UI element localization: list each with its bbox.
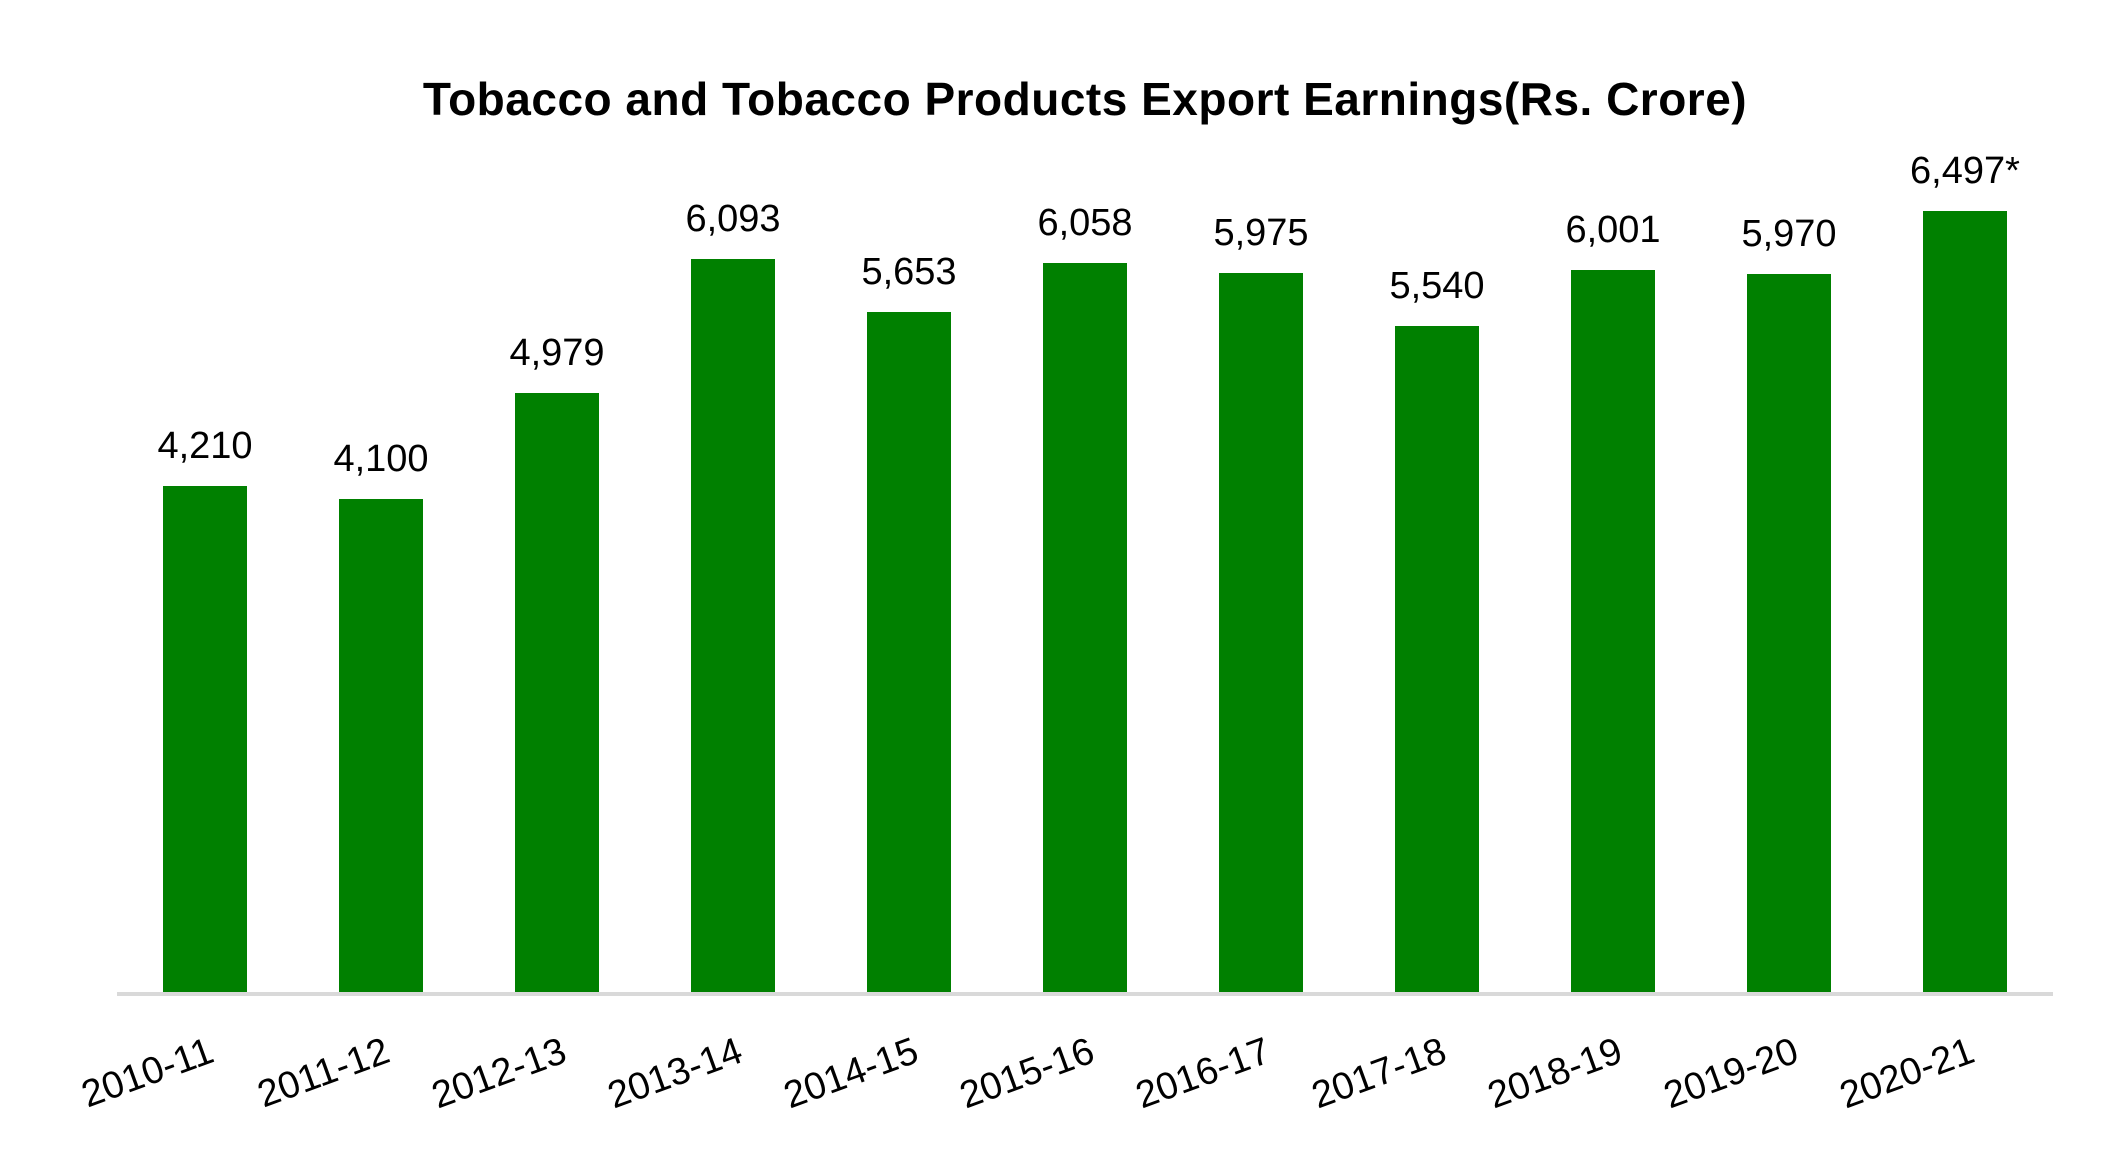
bar — [163, 486, 247, 992]
bar-value-label: 4,100 — [333, 438, 429, 481]
bar — [867, 312, 951, 992]
bar-value-label: 4,979 — [509, 332, 605, 375]
x-axis-line — [117, 992, 2053, 996]
bar-slot: 4,100 — [293, 150, 469, 992]
bar-value-label: 5,653 — [861, 251, 957, 294]
chart-title: Tobacco and Tobacco Products Export Earn… — [422, 73, 1748, 125]
bar-value-label: 4,210 — [157, 425, 253, 468]
bar-value-label: 6,058 — [1037, 202, 1133, 245]
bar-slot: 4,210 — [117, 150, 293, 992]
bar — [1395, 326, 1479, 992]
bar-value-label: 6,497* — [1910, 150, 2020, 193]
bar — [1747, 274, 1831, 992]
bar-slot: 5,653 — [821, 150, 997, 992]
bar — [515, 393, 599, 992]
plot-area: 4,210 4,100 4,979 6,093 5,653 6,058 5,975 5,540… — [117, 150, 2053, 992]
bar-slot: 6,001 — [1525, 150, 1701, 992]
bar-slot: 5,975 — [1173, 150, 1349, 992]
bar-value-label: 6,001 — [1565, 209, 1661, 252]
bar — [691, 259, 775, 992]
bar — [1219, 273, 1303, 992]
bar-value-label: 5,970 — [1741, 213, 1837, 256]
bar — [1571, 270, 1655, 992]
bar-slot: 5,970 — [1701, 150, 1877, 992]
bar-slot: 4,979 — [469, 150, 645, 992]
bar-value-label: 5,975 — [1213, 212, 1309, 255]
bar-slot: 6,093 — [645, 150, 821, 992]
bar-value-label: 5,540 — [1389, 265, 1485, 308]
bar — [1043, 263, 1127, 992]
bar-value-label: 6,093 — [685, 198, 781, 241]
x-axis-labels: 2010-11 2011-12 2012-13 2013-14 2014-15 2015-… — [77, 992, 2053, 1152]
bar — [339, 499, 423, 992]
bar-slot: 5,540 — [1349, 150, 1525, 992]
bar-slot: 6,497* — [1877, 150, 2053, 992]
bar-slot: 6,058 — [997, 150, 1173, 992]
bar — [1923, 211, 2007, 992]
x-axis-tick-label: 2010-11 — [76, 1030, 220, 1117]
x-tick-slot: 2020-21 — [1834, 992, 2053, 1152]
